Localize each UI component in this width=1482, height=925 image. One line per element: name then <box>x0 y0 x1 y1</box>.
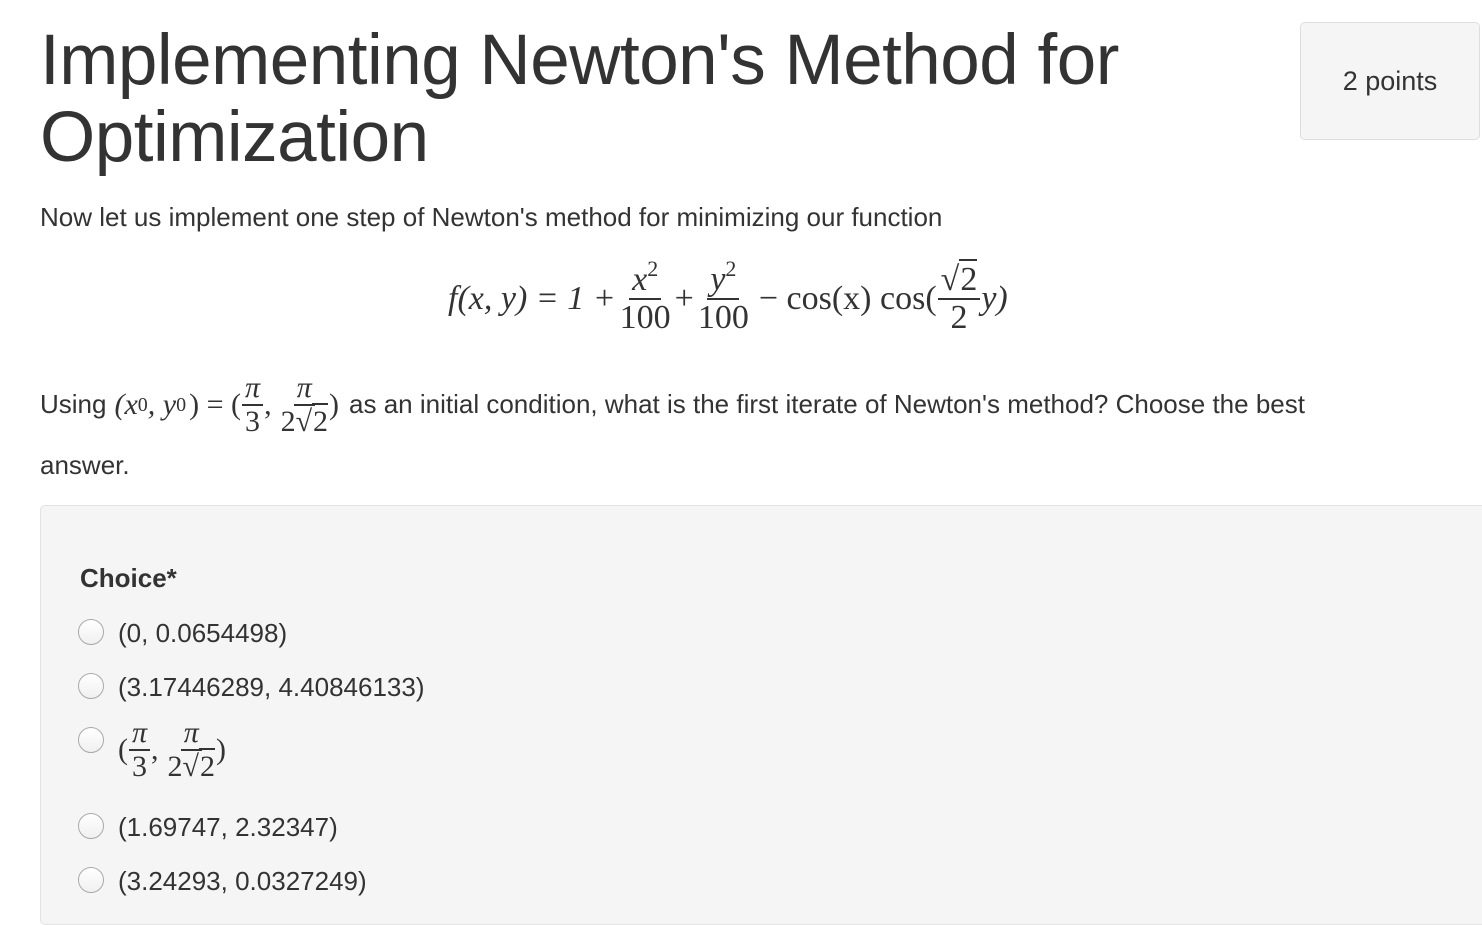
fraction-pi-3: π 3 <box>242 372 264 438</box>
cos-terms: − cos(x) cos( <box>758 279 937 317</box>
points-badge: 2 points <box>1300 22 1480 140</box>
radio-button[interactable] <box>78 867 104 893</box>
radio-button[interactable] <box>78 673 104 699</box>
option-math: ( π 3 , π 2√2 ) <box>118 717 226 783</box>
option-label: (0, 0.0654498) <box>118 618 288 648</box>
denominator-coef: 2 <box>167 749 183 783</box>
exponent: 2 <box>725 256 737 281</box>
x0-label: (x <box>114 387 138 421</box>
option-label: (3.17446289, 4.40846133) <box>118 672 425 702</box>
radio-button[interactable] <box>78 813 104 839</box>
denominator: 2 <box>950 298 968 336</box>
option-label: (1.69747, 2.32347) <box>118 812 338 842</box>
radio-button[interactable] <box>78 727 104 753</box>
numerator: π <box>129 717 151 751</box>
close-paren: ) <box>329 387 340 421</box>
choice-option-4[interactable]: (1.69747, 2.32347) <box>78 813 338 841</box>
exponent: 2 <box>647 256 659 281</box>
numerator: x <box>632 261 648 298</box>
choice-option-3[interactable]: ( π 3 , π 2√2 ) <box>78 717 226 783</box>
fraction-x2: x2 100 <box>619 258 671 336</box>
equals: ) = ( <box>189 387 242 421</box>
plus-sign: + <box>674 279 694 317</box>
sqrt-sign: √ <box>940 261 960 298</box>
fraction-sqrt2-over-2: √2 2 <box>937 259 981 336</box>
choice-option-5[interactable]: (3.24293, 0.0327249) <box>78 867 367 895</box>
denominator: 100 <box>619 298 671 336</box>
radicand: 2 <box>959 259 978 298</box>
fraction-y2: y2 100 <box>697 258 749 336</box>
question-intro: Now let us implement one step of Newton'… <box>40 202 943 232</box>
choice-option-1[interactable]: (0, 0.0654498) <box>78 619 287 647</box>
denominator: 3 <box>132 749 148 783</box>
question-text-cont: answer. <box>40 450 130 480</box>
choice-option-2[interactable]: (3.17446289, 4.40846133) <box>78 673 425 701</box>
y0-label: , y <box>147 387 177 421</box>
numerator: π <box>293 372 315 406</box>
comma: , <box>151 732 159 766</box>
numerator: π <box>180 717 202 751</box>
comma: , <box>264 387 272 421</box>
denominator-coef: 2 <box>280 404 296 438</box>
sqrt-sign: √ <box>295 404 313 438</box>
sqrt-sign: √ <box>182 749 199 783</box>
question-text: as an initial condition, what is the fir… <box>349 389 1305 419</box>
radicand: 2 <box>312 402 329 438</box>
denominator: 3 <box>245 404 261 438</box>
page-title: Implementing Newton's Method for Optimiz… <box>40 21 1119 177</box>
using-label: Using <box>40 389 107 419</box>
choice-label: Choice* <box>80 563 177 593</box>
fraction-pi-2sqrt2: π 2√2 <box>280 372 329 438</box>
close-paren: ) <box>216 732 226 766</box>
option-label: (3.24293, 0.0327249) <box>118 866 367 896</box>
fraction-pi-2sqrt2: π 2√2 <box>167 717 215 783</box>
formula-lhs: f(x, y) = 1 + <box>448 279 616 317</box>
radicand: 2 <box>199 747 215 783</box>
fraction-pi-3: π 3 <box>129 717 151 783</box>
denominator: 100 <box>697 298 749 336</box>
open-paren: ( <box>118 732 128 766</box>
radio-button[interactable] <box>78 619 104 645</box>
answer-panel <box>40 505 1482 925</box>
formula-tail: y) <box>981 279 1008 317</box>
numerator: y <box>710 261 726 298</box>
numerator: π <box>242 372 264 406</box>
objective-formula: f(x, y) = 1 + x2 100 + y2 100 − cos(x) c… <box>448 258 1008 336</box>
